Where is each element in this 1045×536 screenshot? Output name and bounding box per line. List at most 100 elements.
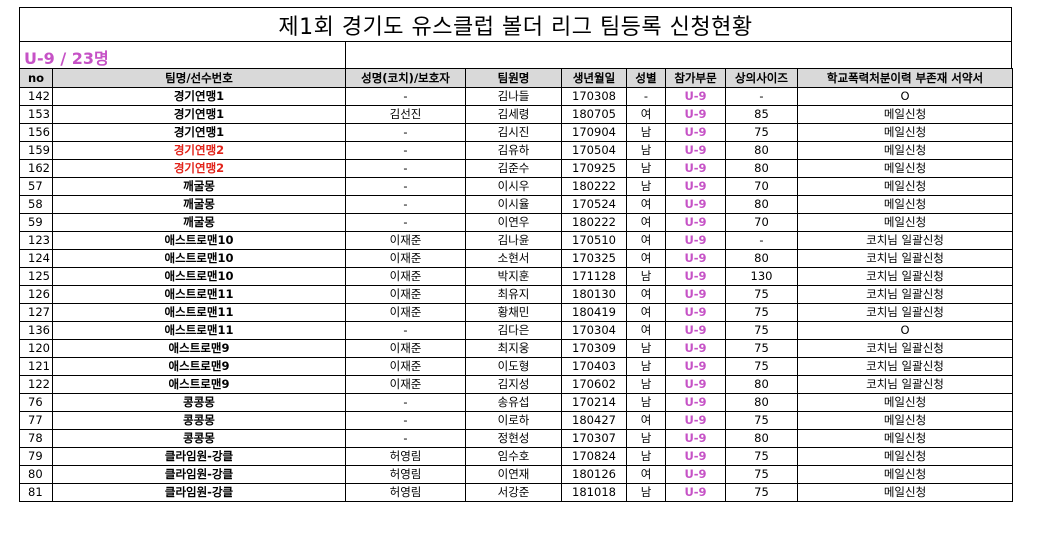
cell-gender: 남 [626, 429, 666, 448]
cell-birth: 180705 [561, 105, 627, 124]
cell-division: U-9 [665, 447, 726, 466]
cell-birth: 170510 [561, 231, 627, 250]
cell-division: U-9 [665, 267, 726, 286]
cell-birth: 170504 [561, 141, 627, 160]
cell-coach: - [345, 393, 466, 412]
table-row: 58 깨굴몽 - 이시율 170524 여 U-9 80 메일신청 [19, 195, 1013, 214]
cell-birth: 180130 [561, 285, 627, 304]
cell-team: 경기연맹1 [52, 87, 346, 106]
cell-birth: 181018 [561, 483, 627, 502]
cell-coach: - [345, 195, 466, 214]
cell-division: U-9 [665, 249, 726, 268]
cell-division: U-9 [665, 159, 726, 178]
cell-gender: 남 [626, 483, 666, 502]
cell-no: 123 [19, 231, 53, 250]
cell-member: 임수호 [465, 447, 562, 466]
cell-gender: 여 [626, 411, 666, 430]
cell-division: U-9 [665, 375, 726, 394]
cell-size: 75 [725, 123, 798, 142]
cell-no: 81 [19, 483, 53, 502]
cell-pledge: 메일신청 [797, 393, 1013, 412]
cell-size: 75 [725, 357, 798, 376]
table-row: 142 경기연맹1- 김나들 170308- U-9- O [19, 87, 1013, 106]
cell-no: 121 [19, 357, 53, 376]
cell-size: 70 [725, 177, 798, 196]
table-row: 136 애스트로맨11- 김다은 170304 여 U-9 75 O [19, 321, 1013, 340]
cell-size: 80 [725, 195, 798, 214]
cell-coach: 이재준 [345, 339, 466, 358]
cell-pledge: 메일신청 [797, 465, 1013, 484]
cell-no: 127 [19, 303, 53, 322]
cell-gender: 남 [626, 393, 666, 412]
cell-team: 애스트로맨11 [52, 321, 346, 340]
table-row: 156 경기연맹1- 김시진 170904 남 U-9 75 메일신청 [19, 123, 1013, 142]
cell-pledge: 코치님 일괄신청 [797, 303, 1013, 322]
cell-birth: 170824 [561, 447, 627, 466]
cell-gender: 남 [626, 357, 666, 376]
page-title: 제1회 경기도 유스클럽 볼더 리그 팀등록 신청현황 [19, 7, 1012, 41]
cell-division: U-9 [665, 177, 726, 196]
cell-division: U-9 [665, 213, 726, 232]
table-header-row: no 팀명/선수번호 성명(코치)/보호자 팀원명 생년월일 성별 참가부문 상… [19, 68, 1013, 88]
cell-birth: 170602 [561, 375, 627, 394]
cell-no: 59 [19, 213, 53, 232]
cell-member: 최지웅 [465, 339, 562, 358]
cell-coach: 이재준 [345, 231, 466, 250]
cell-size: 80 [725, 159, 798, 178]
cell-team: 깨굴몽 [52, 213, 346, 232]
cell-gender: 여 [626, 231, 666, 250]
cell-division: U-9 [665, 483, 726, 502]
table-row: 121 애스트로맨9 이재준 이도형 170403 남 U-9 75 코치님 일괄신청 [19, 357, 1013, 376]
cell-member: 김지성 [465, 375, 562, 394]
cell-birth: 170309 [561, 339, 627, 358]
cell-size: 75 [725, 411, 798, 430]
cell-birth: 170524 [561, 195, 627, 214]
cell-coach: 이재준 [345, 375, 466, 394]
header-member: 팀원명 [465, 68, 562, 88]
cell-pledge: 메일신청 [797, 411, 1013, 430]
cell-division: U-9 [665, 285, 726, 304]
cell-division: U-9 [665, 411, 726, 430]
cell-team: 콩콩몽 [52, 429, 346, 448]
cell-gender: 여 [626, 303, 666, 322]
cell-coach: 김선진 [345, 105, 466, 124]
cell-size: 75 [725, 447, 798, 466]
cell-team: 경기연맹1 [52, 105, 346, 124]
cell-coach: - [345, 429, 466, 448]
cell-team: 애스트로맨11 [52, 303, 346, 322]
cell-division: U-9 [665, 105, 726, 124]
table-row: 162 경기연맹2- 김준수 170925 남 U-9 80 메일신청 [19, 159, 1013, 178]
table-row: 76 콩콩몽 - 송유섭 170214 남 U-9 80 메일신청 [19, 393, 1013, 412]
cell-no: 153 [19, 105, 53, 124]
cell-member: 최유지 [465, 285, 562, 304]
cell-no: 126 [19, 285, 53, 304]
table-row: 124 애스트로맨10 이재준 소현서 170325 여 U-9 80 코치님 일괄신청 [19, 249, 1013, 268]
cell-division: U-9 [665, 87, 726, 106]
cell-member: 김유하 [465, 141, 562, 160]
cell-coach: 이재준 [345, 249, 466, 268]
header-coach: 성명(코치)/보호자 [345, 68, 466, 88]
cell-size: - [725, 231, 798, 250]
cell-birth: 170308 [561, 87, 627, 106]
cell-size: 75 [725, 465, 798, 484]
cell-size: 130 [725, 267, 798, 286]
table-row: 122 애스트로맨9 이재준 김지성 170602 남 U-9 80 코치님 일괄신청 [19, 375, 1013, 394]
cell-team: 콩콩몽 [52, 393, 346, 412]
cell-pledge: 코치님 일괄신청 [797, 375, 1013, 394]
cell-gender: 여 [626, 213, 666, 232]
cell-birth: 170214 [561, 393, 627, 412]
cell-team: 애스트로맨10 [52, 249, 346, 268]
subtitle-blank-cell [346, 42, 1011, 68]
cell-birth: 180126 [561, 465, 627, 484]
subtitle-row: U-9 / 23명 [19, 41, 1012, 68]
cell-team: 애스트로맨9 [52, 357, 346, 376]
cell-member: 박지훈 [465, 267, 562, 286]
cell-coach: - [345, 213, 466, 232]
cell-size: 75 [725, 303, 798, 322]
cell-size: 75 [725, 339, 798, 358]
table-row: 127 애스트로맨11 이재준 황채민 180419 여 U-9 75 코치님 일괄신청 [19, 303, 1013, 322]
cell-coach: - [345, 411, 466, 430]
cell-pledge: 메일신청 [797, 195, 1013, 214]
cell-coach: 허영림 [345, 447, 466, 466]
cell-coach: - [345, 123, 466, 142]
